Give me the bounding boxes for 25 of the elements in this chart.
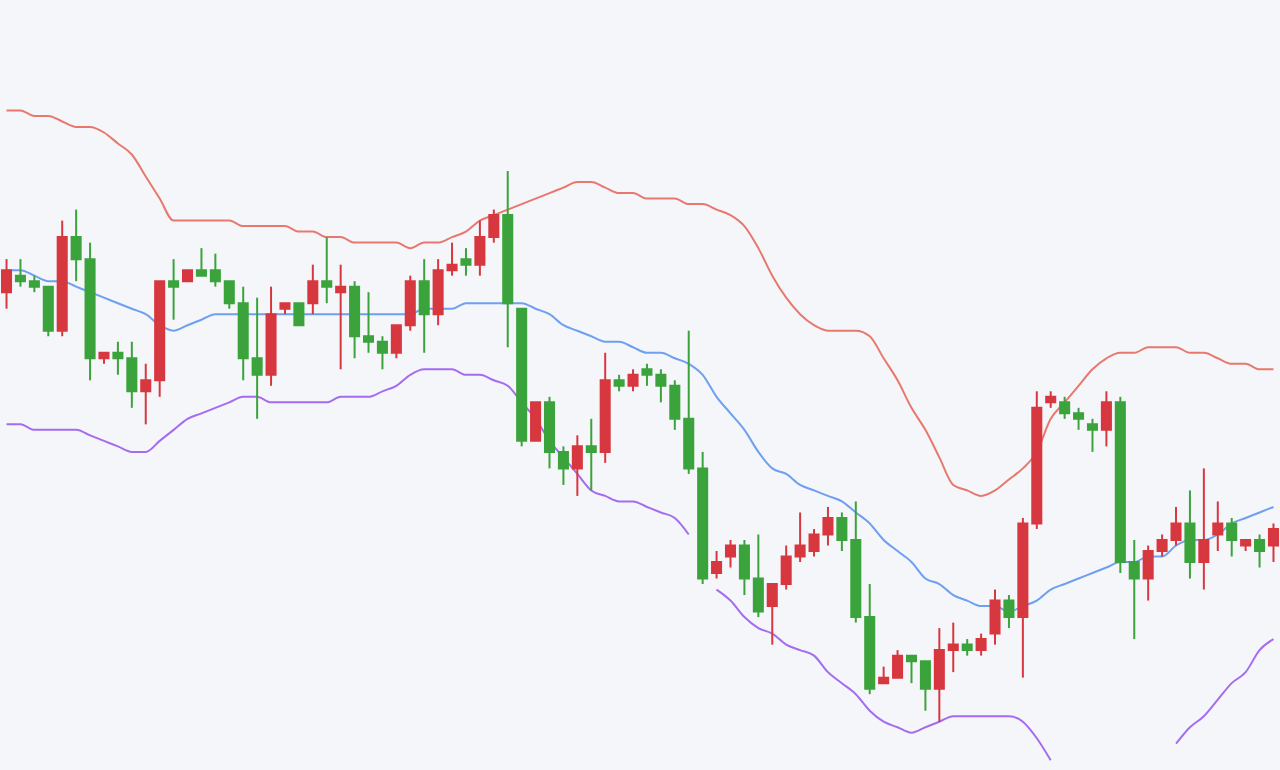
candlestick: [418, 258, 430, 354]
candlestick: [293, 302, 305, 327]
candlestick: [168, 258, 180, 321]
candlestick: [585, 417, 597, 492]
candlestick: [989, 588, 1001, 646]
candlestick: [460, 247, 472, 277]
candlestick: [975, 632, 987, 657]
candlestick: [1267, 522, 1279, 564]
candlestick: [1198, 467, 1210, 591]
candlestick: [1003, 594, 1015, 630]
candlestick: [307, 263, 319, 316]
candlestick: [335, 263, 347, 371]
candlestick: [1100, 390, 1112, 448]
candlestick: [530, 401, 542, 442]
candlestick: [1254, 533, 1266, 569]
candlestick: [1086, 417, 1099, 453]
candlestick: [1226, 516, 1238, 558]
candlestick: [1184, 489, 1196, 580]
candlestick: [1212, 500, 1224, 552]
candlestick: [321, 236, 333, 305]
candlestick: [711, 550, 723, 580]
candlestick: [627, 368, 639, 393]
candlestick: [1, 258, 13, 310]
candlestick: [571, 434, 583, 497]
candlestick: [724, 538, 737, 569]
